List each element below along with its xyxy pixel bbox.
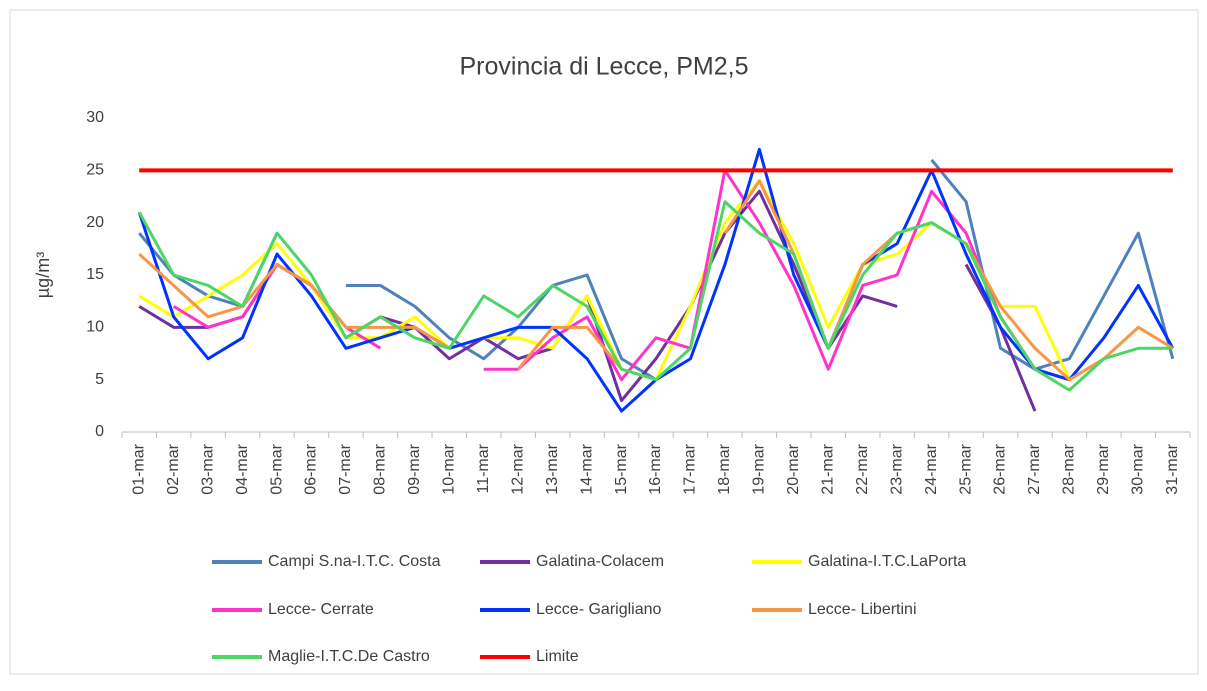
x-tick-label: 31-mar <box>1164 443 1181 494</box>
legend-label: Galatina-I.T.C.LaPorta <box>808 553 966 570</box>
legend-label: Lecce- Cerrate <box>268 601 374 618</box>
y-tick-label: 25 <box>86 162 104 179</box>
y-tick-label: 30 <box>86 109 104 126</box>
x-tick-label: 30-mar <box>1130 443 1147 494</box>
x-tick-label: 12-mar <box>509 443 526 494</box>
x-tick-label: 21-mar <box>819 443 836 494</box>
y-tick-label: 10 <box>86 319 104 336</box>
x-tick-label: 04-mar <box>234 443 251 494</box>
x-tick-label: 27-mar <box>1026 443 1043 494</box>
x-tick-label: 07-mar <box>337 443 354 494</box>
legend-label: Campi S.na-I.T.C. Costa <box>268 553 441 570</box>
x-tick-label: 01-mar <box>130 443 147 494</box>
chart-border <box>9 9 1199 675</box>
x-tick-label: 17-mar <box>682 443 699 494</box>
x-tick-label: 29-mar <box>1095 443 1112 494</box>
x-tick-label: 24-mar <box>923 443 940 494</box>
legend-label: Lecce- Garigliano <box>536 601 662 618</box>
legend-label: Limite <box>536 648 579 665</box>
x-tick-label: 22-mar <box>854 443 871 494</box>
x-tick-label: 03-mar <box>199 443 216 494</box>
y-tick-label: 0 <box>95 423 104 440</box>
x-tick-label: 20-mar <box>785 443 802 494</box>
x-tick-label: 16-mar <box>647 443 664 494</box>
x-tick-label: 25-mar <box>957 443 974 494</box>
series-line <box>137 200 1173 392</box>
x-tick-label: 14-mar <box>578 443 595 494</box>
x-tick-label: 13-mar <box>544 443 561 494</box>
x-tick-label: 19-mar <box>751 443 768 494</box>
y-tick-label: 20 <box>86 214 104 231</box>
y-tick-label: 15 <box>86 266 104 283</box>
legend-label: Lecce- Libertini <box>808 601 917 618</box>
x-tick-label: 18-mar <box>716 443 733 494</box>
x-tick-label: 26-mar <box>992 443 1009 494</box>
x-tick-label: 15-mar <box>613 443 630 494</box>
chart-title: Provincia di Lecce, PM2,5 <box>459 53 748 81</box>
series-line <box>138 179 1071 382</box>
x-tick-label: 05-mar <box>268 443 285 494</box>
x-tick-label: 08-mar <box>372 443 389 494</box>
x-tick-label: 10-mar <box>441 443 458 494</box>
x-tick-label: 11-mar <box>475 443 492 493</box>
x-tick-label: 28-mar <box>1061 443 1078 494</box>
y-tick-label: 5 <box>95 371 104 388</box>
x-tick-label: 06-mar <box>303 443 320 494</box>
x-tick-label: 23-mar <box>888 443 905 494</box>
x-tick-label: 09-mar <box>406 443 423 494</box>
y-axis-label: µg/m³ <box>33 252 53 298</box>
legend-label: Galatina-Colacem <box>536 553 664 570</box>
x-tick-label: 02-mar <box>165 443 182 494</box>
legend-label: Maglie-I.T.C.De Castro <box>268 648 430 665</box>
